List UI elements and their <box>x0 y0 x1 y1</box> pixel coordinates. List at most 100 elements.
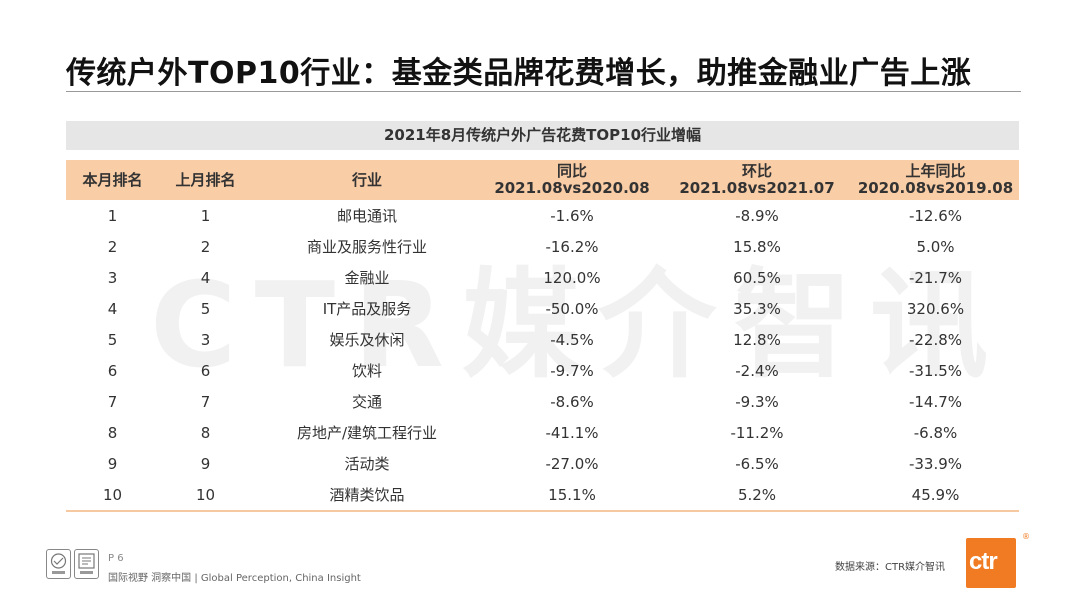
cell-previous-rank: 9 <box>200 454 211 473</box>
cell-current-rank: 8 <box>107 423 118 442</box>
table-row: 5 3 娱乐及休闲 -4.5% 12.8% -22.8% <box>66 324 1019 355</box>
logo-text: ctr <box>969 548 998 575</box>
table-row: 4 5 IT产品及服务 -50.0% 35.3% 320.6% <box>66 293 1019 324</box>
cell-prev-year-yoy: -14.7% <box>908 392 963 411</box>
quality-mark-icon <box>78 553 95 574</box>
table-body: 1 1 邮电通讯 -1.6% -8.9% -12.6% 2 2 商业及服务性行业 -16.2% 15… <box>66 200 1019 512</box>
cell-prev-year-yoy: 45.9% <box>852 479 1019 512</box>
cell-previous-rank: 8 <box>200 423 211 442</box>
cell-prev-year-yoy: -33.9% <box>908 454 963 473</box>
cell-current-rank: 3 <box>107 268 118 287</box>
table-row: 9 9 活动类 -27.0% -6.5% -33.9% <box>66 448 1019 479</box>
header-sublabel: 2021.08vs2020.08 <box>494 179 650 197</box>
cell-previous-rank: 1 <box>200 206 211 225</box>
footer-slogan: 国际视野 洞察中国 | Global Perception, China Ins… <box>108 573 361 584</box>
cell-prev-year-yoy: -21.7% <box>908 268 963 287</box>
table-header-row: 本月排名 上月排名 行业 同比 2021.08vs2020.08 环比 2021.0… <box>66 160 1019 200</box>
cell-yoy: 15.1% <box>482 479 662 512</box>
watermark: CTR媒介智讯 <box>150 256 1006 394</box>
table-caption: 2021年8月传统户外广告花费TOP10行业增幅 <box>66 121 1019 150</box>
cell-mom: -9.3% <box>735 392 779 411</box>
certification-badge-icon <box>46 549 71 579</box>
cell-previous-rank: 4 <box>200 268 211 287</box>
table-row: 10 10 酒精类饮品 15.1% 5.2% 45.9% <box>66 479 1019 512</box>
cell-prev-year-yoy: -22.8% <box>908 330 963 349</box>
cell-prev-year-yoy: -12.6% <box>908 206 963 225</box>
cell-mom: 60.5% <box>733 268 781 287</box>
cell-current-rank: 5 <box>107 330 118 349</box>
header-label: 行业 <box>351 170 382 189</box>
industry-table: 本月排名 上月排名 行业 同比 2021.08vs2020.08 环比 2021.0… <box>66 160 1019 512</box>
cell-mom: -6.5% <box>735 454 779 473</box>
table-row: 6 6 饮料 -9.7% -2.4% -31.5% <box>66 355 1019 386</box>
header-label: 上年同比 <box>905 162 966 180</box>
header-sublabel: 2020.08vs2019.08 <box>857 179 1014 197</box>
cell-yoy: -4.5% <box>550 330 594 349</box>
data-source: 数据来源：CTR媒介智讯 <box>835 562 946 573</box>
cell-previous-rank: 3 <box>200 330 211 349</box>
registered-mark: ® <box>1022 532 1030 541</box>
cell-yoy: -27.0% <box>545 454 599 473</box>
header-industry: 行业 <box>252 160 482 200</box>
cell-yoy: -1.6% <box>550 206 594 225</box>
table-row: 1 1 邮电通讯 -1.6% -8.9% -12.6% <box>66 200 1019 231</box>
cell-prev-year-yoy: -6.8% <box>913 423 958 442</box>
data-table-container: 2021年8月传统户外广告花费TOP10行业增幅 本月排名 上月排名 行业 同比… <box>66 121 1019 512</box>
header-current-rank: 本月排名 <box>66 160 159 200</box>
cell-current-rank: 7 <box>107 392 118 411</box>
cell-industry: 酒精类饮品 <box>252 479 482 512</box>
cell-industry: 交通 <box>351 393 382 411</box>
header-label: 本月排名 <box>82 170 143 189</box>
header-sublabel: 2021.08vs2021.07 <box>679 179 835 197</box>
header-mom: 环比 2021.08vs2021.07 <box>662 160 852 200</box>
cell-current-rank: 6 <box>107 361 118 380</box>
cell-yoy: -50.0% <box>545 299 599 318</box>
cell-industry: 房地产/建筑工程行业 <box>296 424 438 442</box>
cell-mom: -11.2% <box>730 423 784 442</box>
cell-yoy: -9.7% <box>550 361 594 380</box>
table-row: 2 2 商业及服务性行业 -16.2% 15.8% 5.0% <box>66 231 1019 262</box>
table-row: 3 4 金融业 120.0% 60.5% -21.7% <box>66 262 1019 293</box>
page-title: 传统户外TOP10行业：基金类品牌花费增长，助推金融业广告上涨 <box>66 56 972 91</box>
cell-mom: -2.4% <box>735 361 779 380</box>
cell-previous-rank: 10 <box>159 479 252 512</box>
certification-badge-icon <box>50 553 67 574</box>
cell-current-rank: 4 <box>107 299 118 318</box>
cell-mom: -8.9% <box>735 206 779 225</box>
header-yoy: 同比 2021.08vs2020.08 <box>482 160 662 200</box>
cell-previous-rank: 5 <box>200 299 211 318</box>
cell-current-rank: 2 <box>107 237 118 256</box>
cell-industry: 娱乐及休闲 <box>329 331 405 349</box>
cell-yoy: -8.6% <box>550 392 594 411</box>
header-label: 环比 <box>741 162 772 180</box>
cell-mom: 5.2% <box>662 479 852 512</box>
cell-yoy: 120.0% <box>543 268 601 287</box>
table-row: 8 8 房地产/建筑工程行业 -41.1% -11.2% -6.8% <box>66 417 1019 448</box>
cell-yoy: -16.2% <box>545 237 599 256</box>
cell-industry: 金融业 <box>344 269 390 287</box>
cell-prev-year-yoy: -31.5% <box>908 361 963 380</box>
header-previous-rank: 上月排名 <box>159 160 252 200</box>
cell-previous-rank: 6 <box>200 361 211 380</box>
cell-current-rank: 10 <box>66 479 159 512</box>
cell-industry: 饮料 <box>351 362 382 380</box>
title-divider <box>66 91 1021 92</box>
cell-prev-year-yoy: 320.6% <box>906 299 965 318</box>
ctr-logo: ctr <box>966 538 1016 588</box>
cell-industry: 邮电通讯 <box>336 207 397 225</box>
cell-current-rank: 1 <box>107 206 118 225</box>
cell-industry: 商业及服务性行业 <box>306 238 427 256</box>
table-row: 7 7 交通 -8.6% -9.3% -14.7% <box>66 386 1019 417</box>
footer-certifications <box>46 549 102 581</box>
cell-mom: 15.8% <box>733 237 781 256</box>
cell-yoy: -41.1% <box>545 423 599 442</box>
cell-previous-rank: 2 <box>200 237 211 256</box>
cell-mom: 12.8% <box>733 330 781 349</box>
header-label: 同比 <box>556 162 587 180</box>
cell-previous-rank: 7 <box>200 392 211 411</box>
cell-current-rank: 9 <box>107 454 118 473</box>
cell-prev-year-yoy: 5.0% <box>916 237 955 256</box>
header-prev-year-yoy: 上年同比 2020.08vs2019.08 <box>852 160 1019 200</box>
cell-industry: 活动类 <box>344 455 390 473</box>
cell-industry: IT产品及服务 <box>322 300 412 318</box>
